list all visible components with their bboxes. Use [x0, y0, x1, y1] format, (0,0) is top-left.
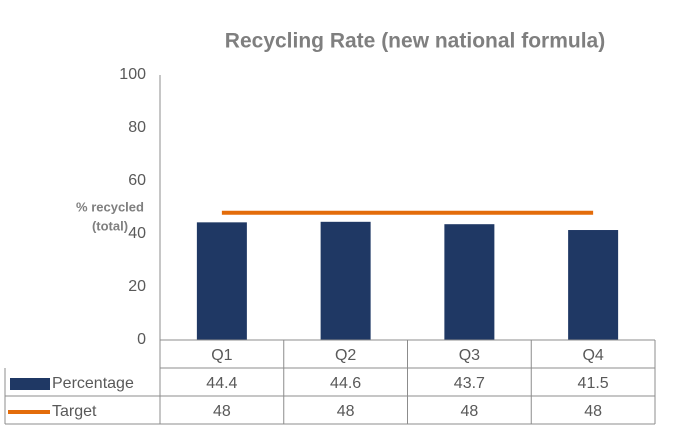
legend-label: Target	[52, 403, 97, 420]
y-tick-label: 100	[119, 66, 146, 83]
table-value: 48	[460, 403, 478, 420]
y-tick-label: 80	[128, 119, 146, 136]
y-tick-label: 0	[137, 331, 146, 348]
table-value: 44.6	[330, 375, 361, 392]
legend-label: Percentage	[52, 375, 134, 392]
y-axis-label: (total)	[92, 218, 128, 233]
y-tick-label: 60	[128, 172, 146, 189]
bar	[320, 221, 371, 340]
y-tick-label: 40	[128, 225, 146, 242]
table-value: 43.7	[454, 375, 485, 392]
bar	[568, 230, 619, 340]
y-tick-label: 20	[128, 278, 146, 295]
legend-key	[10, 378, 50, 390]
table-value: 48	[213, 403, 231, 420]
bar	[444, 224, 495, 340]
x-tick-label: Q1	[211, 347, 232, 364]
table-value: 41.5	[578, 375, 609, 392]
x-tick-label: Q3	[459, 347, 480, 364]
table-value: 48	[584, 403, 602, 420]
chart-title: Recycling Rate (new national formula)	[225, 30, 605, 53]
y-axis-label: % recycled	[76, 199, 144, 214]
table-value: 44.4	[206, 375, 237, 392]
table-value: 48	[337, 403, 355, 420]
bar	[196, 222, 247, 340]
x-tick-label: Q4	[582, 347, 603, 364]
x-tick-label: Q2	[335, 347, 356, 364]
